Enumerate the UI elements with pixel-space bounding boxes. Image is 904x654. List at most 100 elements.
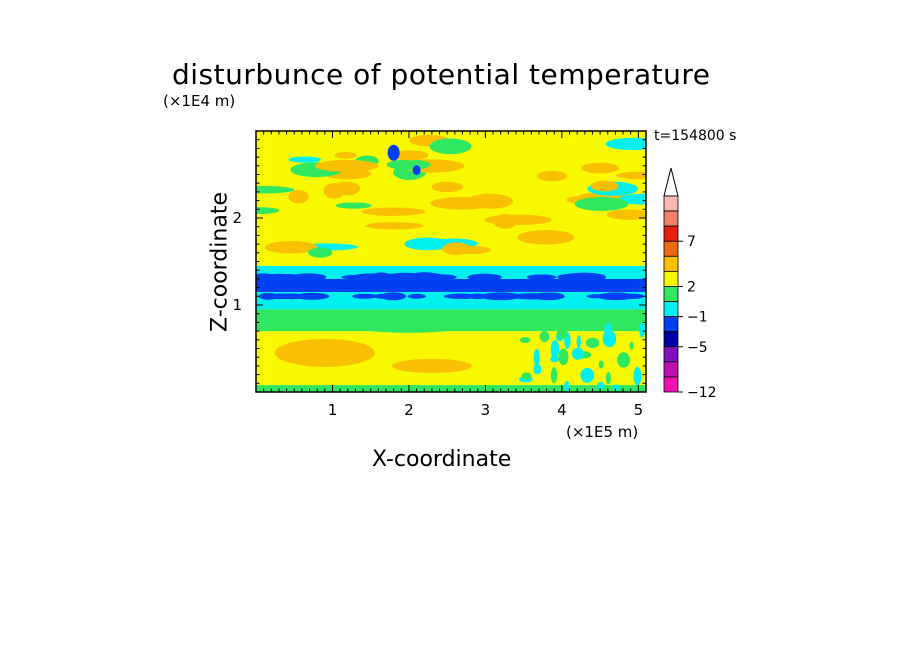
- contour-streak: [334, 151, 357, 159]
- cold-wave: [478, 292, 517, 300]
- cold-wave: [597, 292, 635, 301]
- x-tick-label: 1: [328, 401, 338, 419]
- contour-streak: [288, 156, 322, 163]
- turbulent-patch: [571, 347, 584, 360]
- colorbar-label: −12: [687, 385, 717, 401]
- cold-wave: [443, 293, 476, 299]
- band-surface-layer: [256, 385, 646, 392]
- contour-streak: [391, 150, 429, 161]
- contour-spot: [412, 165, 421, 176]
- turbulent-patch: [580, 368, 595, 383]
- turbulent-patch: [521, 372, 532, 381]
- turbulent-patch: [604, 323, 613, 341]
- colorbar-label: 2: [687, 279, 696, 295]
- contour-streak: [365, 222, 424, 230]
- x-axis-label: X-coordinate: [372, 447, 512, 472]
- colorbar-level: [663, 316, 679, 333]
- colorbar-label: −5: [687, 340, 708, 356]
- turbulent-patch: [558, 348, 569, 366]
- turbulent-patch: [550, 340, 560, 359]
- colorbar-level: [663, 225, 679, 242]
- contour-streak: [605, 137, 646, 151]
- turbulent-patch: [539, 331, 550, 343]
- colorbar-level: [663, 331, 679, 348]
- contour-streak: [493, 213, 518, 229]
- colorbar-level: [663, 270, 679, 287]
- turbulent-patch: [596, 381, 605, 390]
- cold-wave: [290, 273, 327, 281]
- contour-streak: [616, 171, 646, 180]
- contour-streak: [606, 209, 646, 220]
- turbulent-patch: [612, 384, 620, 391]
- contour-field: [256, 131, 646, 392]
- colorbar-level: [663, 255, 679, 272]
- cold-wave: [351, 293, 378, 299]
- contour-streak: [404, 237, 452, 251]
- colorbar-label: −1: [687, 310, 708, 326]
- contour-streak: [536, 170, 568, 182]
- contour-streak: [431, 181, 464, 193]
- colorbar: 7 2 −1 −5 −12: [663, 167, 717, 401]
- band-strong-cold-layer: [256, 278, 646, 292]
- contour-streak: [315, 159, 379, 172]
- contour-streak: [271, 241, 306, 248]
- chart-title: disturbunce of potential temperature: [172, 58, 711, 91]
- contour-lens: [391, 358, 472, 373]
- turbulent-patch: [629, 341, 634, 350]
- contour-lens: [353, 320, 464, 333]
- contour-spot: [387, 144, 400, 161]
- turbulent-patch: [550, 355, 560, 363]
- cold-wave: [467, 273, 502, 281]
- cold-wave: [294, 292, 330, 300]
- turbulent-patch: [605, 371, 611, 385]
- colorbar-label: 7: [687, 234, 696, 250]
- cold-wave: [279, 274, 300, 281]
- cold-wave: [407, 272, 443, 283]
- colorbar-level: [663, 376, 679, 393]
- y-tick-label: 2: [232, 209, 242, 227]
- turbulent-patch: [576, 335, 581, 349]
- contour-streak: [360, 207, 426, 216]
- contour-lens: [274, 338, 375, 367]
- colorbar-level: [663, 195, 679, 212]
- cold-wave: [526, 274, 557, 280]
- colorbar-level: [663, 210, 679, 227]
- x-axis-unit: (×1E5 m): [566, 423, 639, 441]
- contour-streak: [308, 247, 333, 258]
- contour-streak: [430, 196, 494, 210]
- turbulent-patch: [585, 337, 600, 348]
- time-annotation: t=154800 s: [654, 128, 737, 144]
- x-tick-label: 3: [481, 401, 491, 419]
- cold-wave: [407, 293, 426, 299]
- cold-wave: [532, 292, 565, 301]
- contour-streak: [581, 162, 620, 174]
- turbulent-patch: [598, 360, 604, 369]
- colorbar-level: [663, 346, 679, 363]
- turbulent-patch: [556, 329, 568, 339]
- cold-wave: [263, 293, 298, 300]
- colorbar-level: [663, 240, 679, 257]
- contour-streak: [335, 202, 372, 209]
- y-tick-label: 1: [232, 296, 242, 314]
- cold-wave: [562, 272, 607, 282]
- contour-streak: [574, 197, 629, 211]
- turbulent-patch: [533, 348, 540, 366]
- y-axis-unit: (×1E4 m): [163, 92, 236, 110]
- turbulent-patch: [564, 381, 570, 392]
- contour-streak: [256, 185, 295, 194]
- x-tick-label: 5: [634, 401, 644, 419]
- cold-wave: [586, 294, 608, 299]
- cold-wave: [256, 274, 273, 280]
- x-tick-label: 4: [557, 401, 567, 419]
- contour-streak: [429, 138, 472, 155]
- cold-wave: [374, 293, 392, 299]
- contour-streak: [590, 180, 619, 192]
- turbulent-patch: [633, 366, 642, 386]
- turbulent-patch: [533, 363, 542, 375]
- colorbar-level: [663, 361, 679, 378]
- turbulent-patch: [519, 336, 531, 344]
- cold-wave: [351, 273, 394, 281]
- colorbar-level: [663, 301, 679, 318]
- contour-streak: [256, 207, 280, 214]
